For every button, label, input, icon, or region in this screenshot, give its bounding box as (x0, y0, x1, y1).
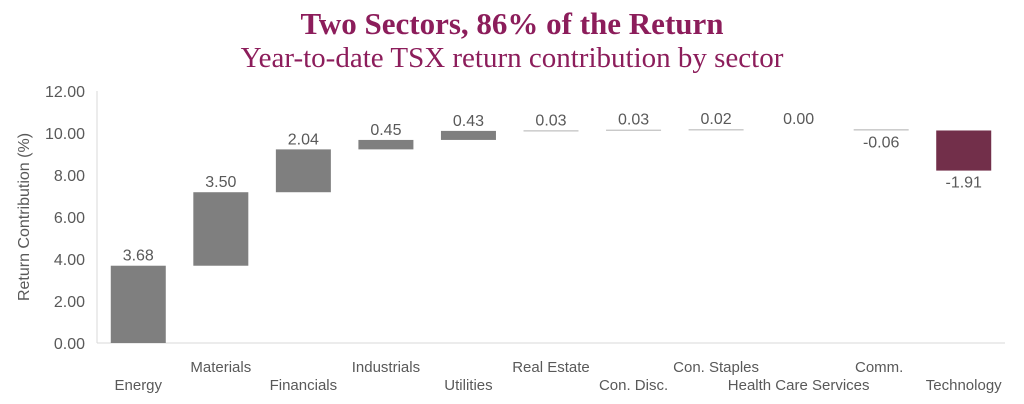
bar-utilities (440, 130, 496, 140)
chart-subtitle: Year-to-date TSX return contribution by … (240, 42, 784, 74)
x-tick-label: Utilities (444, 377, 492, 394)
x-tick-label: Health Care Services (728, 377, 870, 394)
x-tick-label: Comm. (855, 359, 903, 376)
bar-industrials (358, 139, 414, 150)
bar-real-estate (523, 130, 579, 132)
data-label: 0.43 (453, 113, 484, 130)
data-label: 2.04 (288, 131, 319, 148)
bar-con-staples (688, 129, 744, 131)
x-tick-label: Real Estate (512, 359, 590, 376)
bar-technology (936, 130, 992, 171)
bar-materials (193, 192, 249, 266)
y-tick-label: 8.00 (54, 168, 85, 185)
x-tick-label: Materials (190, 359, 251, 376)
data-label: 0.03 (535, 112, 566, 129)
y-tick-label: 4.00 (54, 252, 85, 269)
x-tick-label: Technology (926, 377, 1002, 394)
x-tick-label: Con. Staples (673, 359, 759, 376)
y-tick-label: 12.00 (45, 84, 85, 101)
bar-comm- (853, 129, 909, 131)
chart-title: Two Sectors, 86% of the Return (300, 6, 724, 41)
data-label: 3.50 (205, 174, 236, 191)
data-label: -1.91 (945, 175, 982, 192)
y-tick-label: 0.00 (54, 336, 85, 353)
data-label: 0.45 (370, 122, 401, 139)
y-tick-label: 6.00 (54, 210, 85, 227)
x-tick-label: Energy (115, 377, 163, 394)
x-tick-label: Industrials (352, 359, 420, 376)
bar-financials (275, 149, 331, 193)
bar-energy (110, 265, 166, 343)
x-tick-label: Con. Disc. (599, 377, 668, 394)
y-axis-label: Return Contribution (%) (16, 133, 33, 301)
y-tick-label: 10.00 (45, 126, 85, 143)
x-tick-label: Financials (270, 377, 338, 394)
y-tick-label: 2.00 (54, 294, 85, 311)
data-label: -0.06 (863, 134, 900, 151)
data-label: 3.68 (123, 248, 154, 265)
data-label: 0.00 (783, 111, 814, 128)
data-label: 0.03 (618, 112, 649, 129)
bar-con-disc- (606, 129, 662, 131)
data-label: 0.02 (701, 111, 732, 128)
